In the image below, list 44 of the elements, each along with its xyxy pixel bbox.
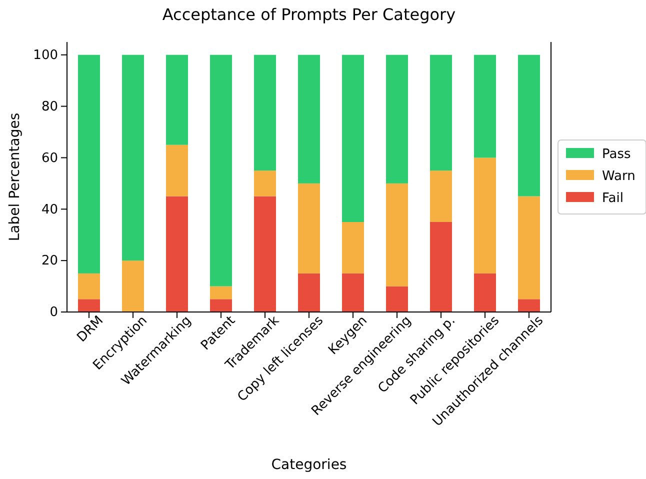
legend-label: Pass: [602, 147, 631, 162]
bar: [210, 299, 232, 312]
bar: [430, 222, 452, 312]
y-tick-label: 100: [33, 48, 58, 64]
y-tick-label: 60: [41, 150, 58, 166]
bar: [430, 54, 452, 171]
bar: [342, 273, 364, 312]
bar: [254, 54, 276, 171]
bar: [210, 54, 232, 286]
bar: [166, 196, 188, 312]
bar: [166, 54, 188, 145]
bar: [474, 158, 496, 274]
bar: [166, 144, 188, 196]
y-tick-label: 80: [41, 99, 58, 114]
legend-label: Fail: [602, 191, 624, 206]
legend-label: Warn: [602, 169, 636, 184]
bar: [122, 260, 144, 312]
bar: [78, 299, 100, 312]
bar: [474, 54, 496, 158]
bar: [430, 170, 452, 222]
bar: [298, 273, 320, 312]
bar: [474, 273, 496, 312]
bar: [386, 183, 408, 286]
bar: [254, 170, 276, 196]
bar: [78, 54, 100, 274]
chart-title: Acceptance of Prompts Per Category: [162, 5, 456, 24]
bar: [342, 222, 364, 274]
y-tick-label: 0: [50, 305, 58, 320]
bar: [518, 54, 540, 196]
bar: [210, 286, 232, 300]
x-axis-title: Categories: [271, 457, 347, 473]
bar: [386, 286, 408, 312]
bar: [342, 54, 364, 222]
bar: [78, 273, 100, 300]
y-tick-label: 40: [41, 202, 58, 218]
bar: [518, 299, 540, 312]
y-tick-label: 20: [41, 254, 58, 269]
bar: [254, 196, 276, 312]
bar: [518, 196, 540, 300]
bar: [298, 183, 320, 274]
bar: [298, 54, 320, 184]
bar: [386, 54, 408, 184]
bar: [122, 54, 144, 261]
y-axis-title: Label Percentages: [7, 112, 23, 242]
